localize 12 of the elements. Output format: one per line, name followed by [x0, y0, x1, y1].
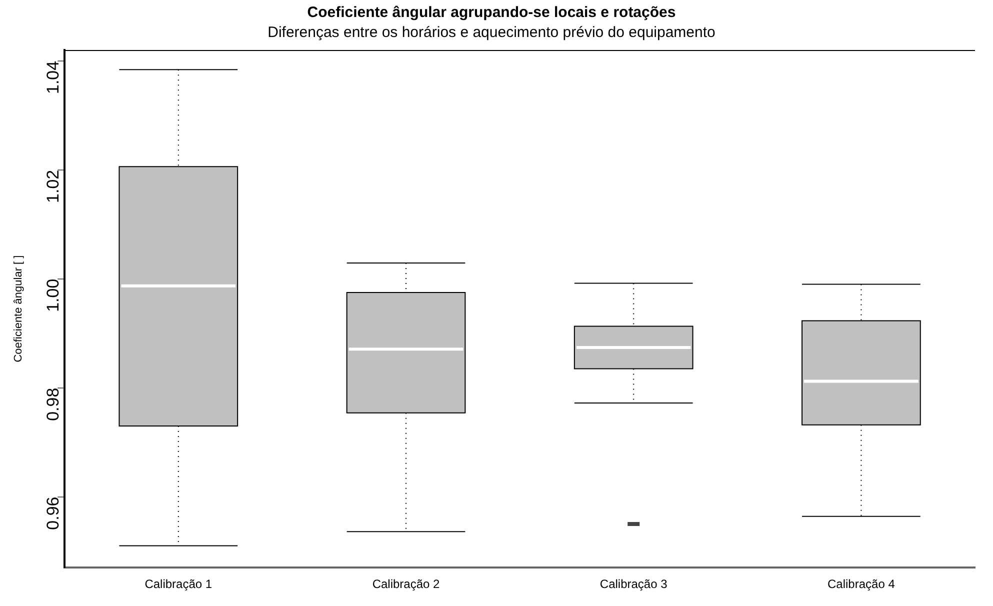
y-tick-label: 0.98 — [43, 388, 62, 421]
x-tick-label: Calibração 2 — [372, 577, 440, 592]
y-tick-label: 1.00 — [43, 278, 62, 312]
y-tick-label: 1.04 — [43, 60, 62, 94]
y-tick-label: 0.96 — [43, 496, 62, 530]
y-tick-label: 1.02 — [43, 170, 62, 203]
x-tick-label: Calibração 3 — [600, 577, 668, 592]
x-tick-label: Calibração 1 — [144, 577, 212, 592]
x-tick-label: Calibração 4 — [828, 577, 896, 592]
y-axis-title: Coeficiente ângular [ ] — [12, 255, 25, 362]
chart-title: Coeficiente ângular agrupando-se locais e rotações — [307, 4, 676, 22]
chart-subtitle: Diferenças entre os horários e aquecimento prévio do equipamento — [268, 24, 716, 42]
